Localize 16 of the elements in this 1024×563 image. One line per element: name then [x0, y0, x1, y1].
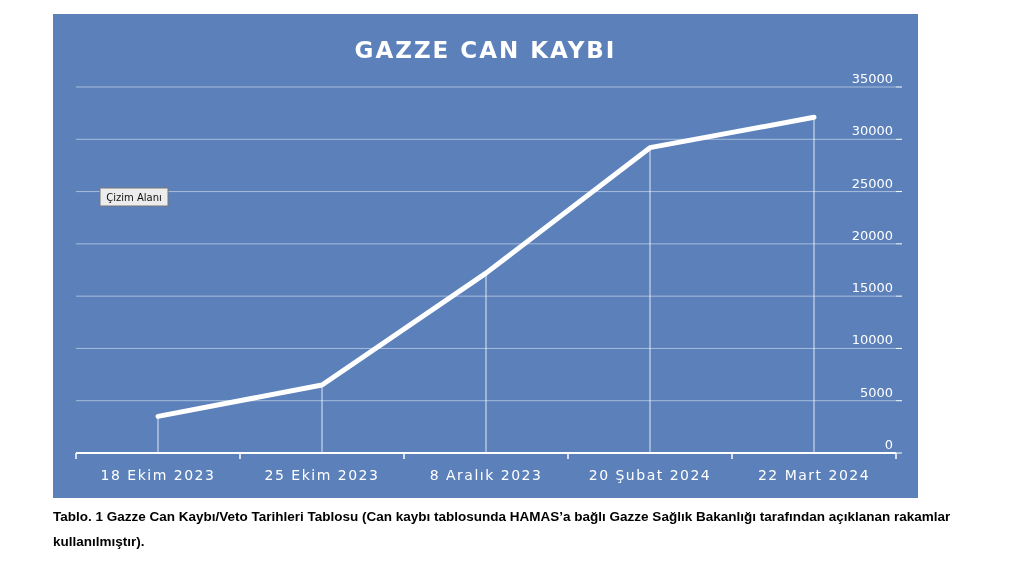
text: Tablo. 1 Gazze Can Kaybı/Veto Tarihleri Tablosu (Can kaybı tablosunda HAMAS’a bağlı Gazze Sağlık Bakanlığı tarafından açıklanan rakamlar kullanılmıştır).	[53, 508, 952, 551]
x-tick-label: 20 Şubat 2024	[588, 467, 712, 483]
y-tick-label: 20000	[851, 227, 893, 243]
x-tick-label: 25 Ekim 2023	[264, 467, 380, 483]
y-tick-label: 15000	[851, 280, 893, 296]
annotation: Çizim Alanı	[106, 192, 162, 203]
x-tick-label: 8 Aralık 2023	[429, 467, 543, 483]
y-tick-label: 25000	[851, 175, 893, 191]
y-tick-label: 0	[884, 437, 893, 452]
y-tick-label: 10000	[851, 332, 893, 348]
y-tick-label: 35000	[851, 71, 893, 86]
chart-title: GAZZE CAN KAYBI	[354, 37, 617, 63]
y-tick-label: 30000	[851, 123, 893, 139]
x-tick-label: 18 Ekim 2023	[100, 467, 216, 483]
y-tick-label: 5000	[859, 384, 893, 400]
x-tick-label: 22 Mart 2024	[757, 467, 871, 483]
